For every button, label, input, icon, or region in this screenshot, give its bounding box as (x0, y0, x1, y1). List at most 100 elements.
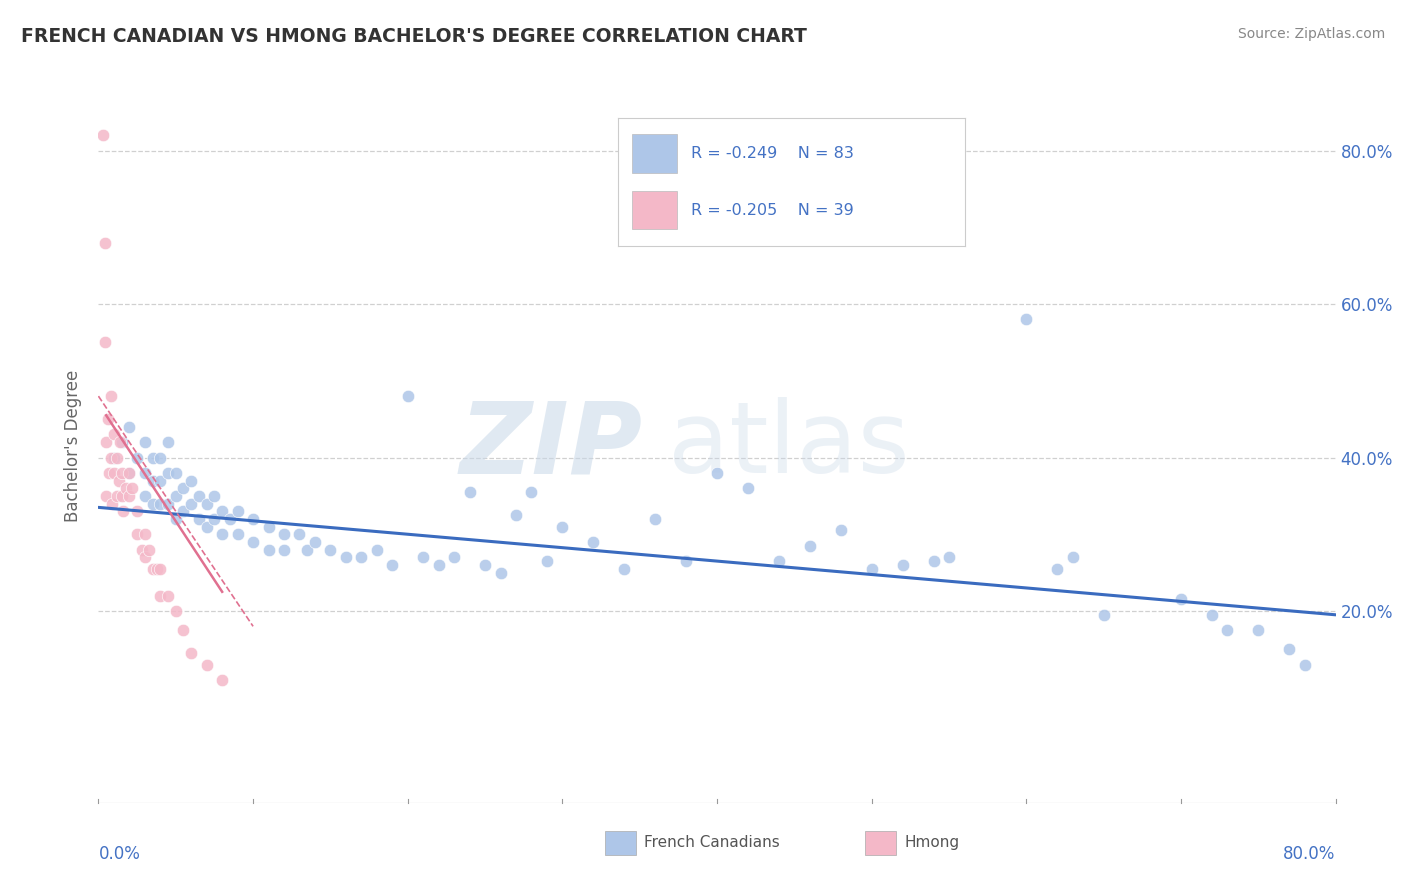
Point (97, 412, 120, 426)
Point (157, 589, 180, 603)
Point (134, 527, 156, 541)
Point (149, 562, 172, 576)
Point (938, 550, 960, 565)
Point (520, 485, 543, 500)
Point (427, 558, 450, 572)
Point (146, 562, 169, 576)
Point (195, 657, 218, 672)
Point (257, 542, 280, 557)
Point (118, 489, 141, 503)
Point (737, 481, 759, 495)
Point (1294, 657, 1316, 672)
Point (799, 539, 821, 553)
Point (173, 504, 195, 518)
Point (96, 489, 118, 503)
Point (304, 535, 326, 549)
Point (111, 489, 134, 503)
Point (830, 524, 852, 538)
Point (242, 535, 264, 549)
Point (115, 481, 138, 495)
Point (105, 489, 128, 503)
Point (118, 466, 141, 480)
Point (242, 512, 264, 526)
Point (108, 435, 131, 450)
Point (127, 504, 149, 518)
Point (134, 466, 156, 480)
Point (297, 542, 319, 557)
Point (103, 450, 125, 465)
Point (1046, 562, 1069, 576)
Point (134, 435, 156, 450)
Text: Source: ZipAtlas.com: Source: ZipAtlas.com (1237, 27, 1385, 41)
Point (157, 497, 180, 511)
Point (195, 519, 218, 533)
Point (93, 235, 115, 250)
Point (98, 466, 121, 480)
Point (173, 623, 195, 637)
Text: Hmong: Hmong (904, 836, 959, 850)
Point (204, 489, 226, 503)
Text: 0.0%: 0.0% (98, 845, 141, 863)
Point (381, 558, 404, 572)
Point (118, 419, 141, 434)
Point (226, 504, 249, 518)
Point (121, 481, 143, 495)
Point (111, 435, 134, 450)
Point (180, 646, 202, 660)
Point (211, 673, 233, 687)
Point (111, 466, 134, 480)
Point (288, 527, 311, 541)
Point (165, 512, 187, 526)
Point (131, 542, 153, 557)
Point (396, 389, 419, 403)
Point (142, 562, 165, 576)
Point (103, 466, 125, 480)
Point (195, 497, 218, 511)
Point (180, 497, 202, 511)
Point (149, 450, 172, 465)
Point (505, 508, 527, 522)
Point (489, 566, 512, 580)
Point (860, 562, 883, 576)
Point (91, 128, 114, 143)
Point (165, 466, 187, 480)
Point (149, 589, 172, 603)
Point (157, 435, 180, 450)
Point (219, 512, 242, 526)
Point (706, 466, 728, 480)
Point (211, 527, 233, 541)
Point (644, 512, 666, 526)
Point (142, 450, 165, 465)
Point (257, 519, 280, 533)
Point (226, 527, 249, 541)
Point (551, 519, 574, 533)
Point (107, 474, 129, 488)
Point (157, 466, 180, 480)
Point (536, 554, 558, 568)
Point (100, 450, 122, 465)
Point (149, 497, 172, 511)
Point (319, 542, 342, 557)
Point (1092, 607, 1115, 622)
Point (675, 554, 697, 568)
Point (142, 497, 165, 511)
Point (127, 450, 149, 465)
Point (366, 542, 388, 557)
Text: FRENCH CANADIAN VS HMONG BACHELOR'S DEGREE CORRELATION CHART: FRENCH CANADIAN VS HMONG BACHELOR'S DEGR… (21, 27, 807, 45)
Point (1015, 312, 1038, 326)
Point (613, 562, 636, 576)
Text: 80.0%: 80.0% (1284, 845, 1336, 863)
Point (350, 550, 373, 565)
Point (273, 542, 295, 557)
Point (173, 481, 195, 495)
Point (1247, 623, 1270, 637)
Y-axis label: Bachelor's Degree: Bachelor's Degree (65, 370, 83, 522)
Point (412, 550, 434, 565)
Point (134, 489, 156, 503)
Point (273, 527, 295, 541)
Point (96, 435, 118, 450)
Point (188, 512, 211, 526)
Point (768, 554, 790, 568)
Point (211, 504, 233, 518)
Point (922, 554, 945, 568)
